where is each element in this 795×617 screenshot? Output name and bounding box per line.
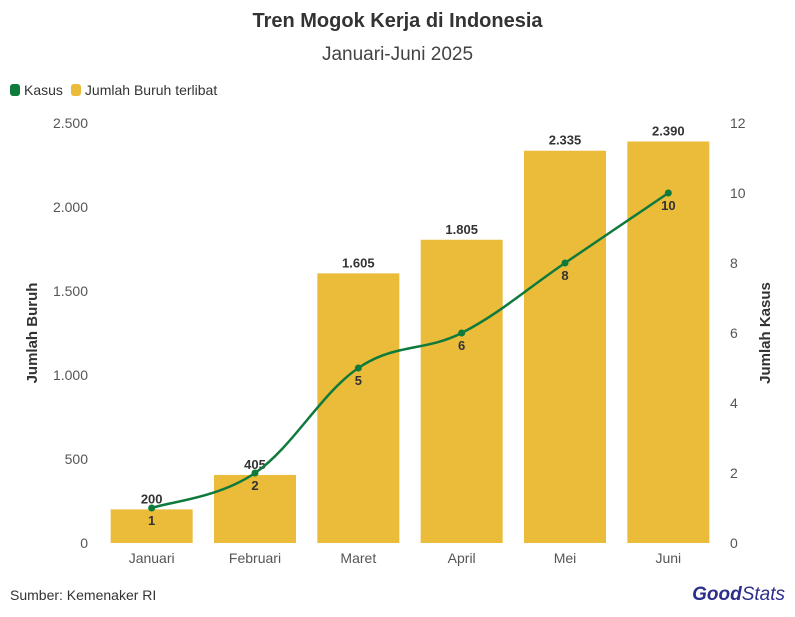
y2-tick-label: 4 <box>730 395 738 411</box>
y2-tick-label: 0 <box>730 535 738 551</box>
y2-tick-label: 6 <box>730 325 738 341</box>
kasus-point <box>458 329 466 337</box>
legend-swatch-kasus <box>10 84 20 96</box>
y2-tick-label: 8 <box>730 255 738 271</box>
kasus-point <box>148 504 156 512</box>
x-tick-label: April <box>448 550 476 566</box>
y-tick-label: 500 <box>65 451 89 467</box>
x-tick-label: Maret <box>340 550 376 566</box>
kasus-value-label: 5 <box>355 373 362 388</box>
y2-tick-label: 10 <box>730 185 746 201</box>
kasus-point <box>561 259 569 267</box>
legend: Kasus Jumlah Buruh terlibat <box>10 82 225 98</box>
legend-label-kasus: Kasus <box>24 82 63 98</box>
y2-tick-label: 12 <box>730 115 746 131</box>
bar <box>317 273 400 543</box>
bar <box>524 150 606 543</box>
bar <box>420 239 503 543</box>
x-tick-label: Januari <box>129 550 175 566</box>
y-tick-label: 0 <box>80 535 88 551</box>
y-tick-label: 1.000 <box>53 367 88 383</box>
bar <box>110 509 193 543</box>
kasus-point <box>354 364 362 372</box>
kasus-value-label: 10 <box>661 198 675 213</box>
y-tick-label: 2.500 <box>53 115 88 131</box>
x-tick-label: Februari <box>229 550 281 566</box>
bar-value-label: 1.805 <box>445 222 478 237</box>
chart-subtitle: Januari-Juni 2025 <box>321 44 474 65</box>
x-tick-label: Mei <box>554 550 577 566</box>
y2-tick-label: 2 <box>730 465 738 481</box>
legend-swatch-buruh <box>70 84 81 96</box>
kasus-value-label: 8 <box>561 268 568 283</box>
y-axis-title: Jumlah Buruh <box>24 283 41 384</box>
kasus-point <box>664 189 672 197</box>
kasus-line <box>151 191 670 510</box>
bar-value-label: 2.390 <box>652 123 685 138</box>
legend-item-buruh[interactable]: Jumlah Buruh terlibat <box>70 82 218 98</box>
y2-axis-title: Jumlah Kasus <box>757 282 774 384</box>
legend-label-buruh: Jumlah Buruh terlibat <box>84 82 218 98</box>
kasus-value-label: 2 <box>251 478 258 493</box>
bar-value-label: 2.335 <box>549 133 582 148</box>
kasus-value-label: 6 <box>458 338 465 353</box>
kasus-point <box>251 469 259 477</box>
y-tick-label: 1.500 <box>53 283 88 299</box>
bar-value-label: 1.605 <box>342 255 375 270</box>
goodstats-logo: GoodStats <box>692 584 785 605</box>
bar <box>627 141 710 544</box>
y-tick-label: 2.000 <box>53 199 88 215</box>
chart-title: Tren Mogok Kerja di Indonesia <box>252 10 543 32</box>
legend-item-kasus[interactable]: Kasus <box>10 82 63 98</box>
x-tick-label: Juni <box>655 550 681 566</box>
bar-value-label: 200 <box>141 491 163 506</box>
source-note: Sumber: Kemenaker RI <box>10 587 157 603</box>
kasus-value-label: 1 <box>148 513 155 528</box>
